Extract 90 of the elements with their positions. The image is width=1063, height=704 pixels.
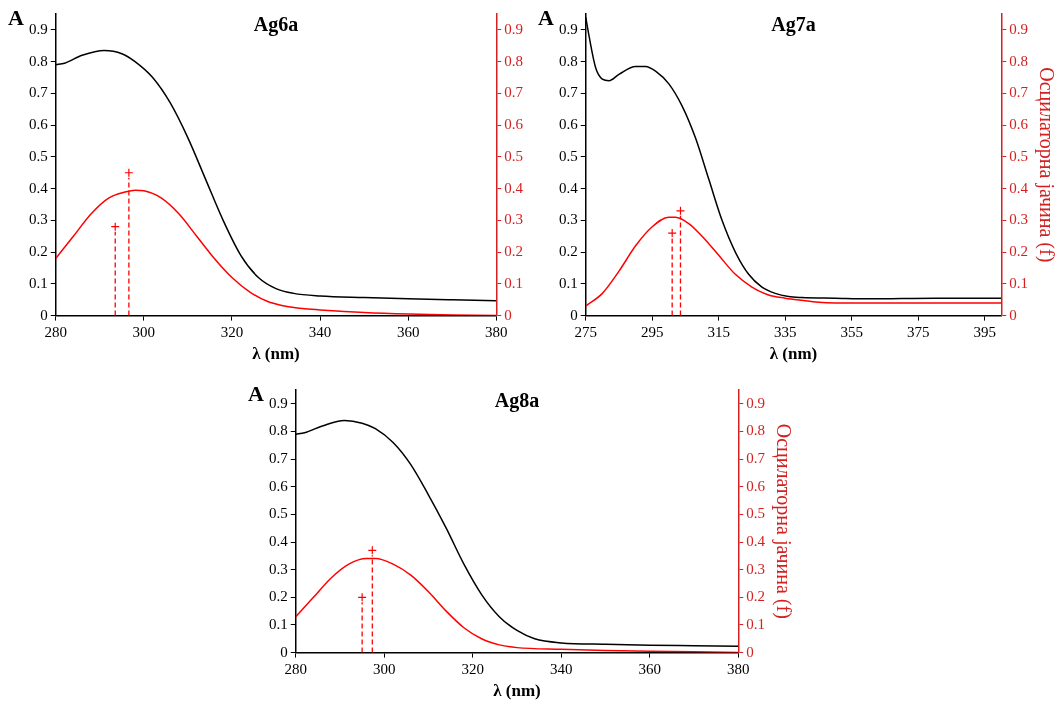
y2-tick-label: 0.7 xyxy=(504,84,524,101)
x-tick-label: 300 xyxy=(373,660,396,677)
x-tick-label: 360 xyxy=(638,660,661,677)
y2-tick-label: 0 xyxy=(746,643,754,660)
x-tick-label: 360 xyxy=(396,323,420,340)
y-tick-label: 0.1 xyxy=(29,274,48,291)
y-tick-label: 0.8 xyxy=(29,52,48,69)
y-tick-label: 0.7 xyxy=(269,450,289,467)
y2-tick-label: 0.1 xyxy=(504,274,523,291)
chart-title: Ag6a xyxy=(253,13,299,37)
chart-title: Ag7a xyxy=(771,13,816,37)
y2-tick-label: 0.5 xyxy=(504,147,523,164)
y2-tick-label: 0.6 xyxy=(1009,116,1029,133)
y-tick-label: 0.4 xyxy=(29,179,49,196)
y2-tick-label: 0.3 xyxy=(1009,211,1028,228)
x-tick-label: 295 xyxy=(640,323,664,340)
y2-tick-label: 0.2 xyxy=(504,243,523,260)
x-tick-label: 300 xyxy=(132,323,156,340)
y-tick-label: 0.9 xyxy=(269,394,288,411)
y-tick-label: 0.6 xyxy=(29,116,49,133)
y2-tick-label: 0.6 xyxy=(504,116,524,133)
y-tick-label: 0.8 xyxy=(269,422,288,439)
y2-tick-label: 0.2 xyxy=(746,588,765,605)
x-tick-label: 380 xyxy=(485,323,508,340)
y2-tick-label: 0 xyxy=(504,306,512,323)
y-tick-label: 0.3 xyxy=(29,211,48,228)
y2-tick-label: 0.3 xyxy=(504,211,523,228)
y-axis-title: A xyxy=(8,4,24,30)
x-tick-label: 395 xyxy=(973,323,996,340)
x-tick-label: 340 xyxy=(550,660,573,677)
y2-tick-label: 0.2 xyxy=(1009,243,1028,260)
y-tick-label: 0.7 xyxy=(559,84,579,101)
y2-axis-title: Осцилаторна јачина (f) xyxy=(771,423,795,619)
y2-tick-label: 0.9 xyxy=(746,394,765,411)
y2-tick-label: 0.9 xyxy=(504,20,523,37)
y-axis-title: A xyxy=(248,380,264,406)
y-tick-label: 0 xyxy=(570,306,578,323)
y2-tick-label: 0.8 xyxy=(1009,52,1028,69)
y-tick-label: 0 xyxy=(280,643,288,660)
x-tick-label: 280 xyxy=(284,660,307,677)
y-tick-label: 0.6 xyxy=(269,477,289,494)
y-tick-label: 0.9 xyxy=(559,20,578,37)
x-tick-label: 280 xyxy=(44,323,67,340)
y2-tick-label: 0.1 xyxy=(746,615,765,632)
x-axis-title: λ (nm) xyxy=(769,344,818,364)
y-tick-label: 0.1 xyxy=(559,274,578,291)
y2-tick-label: 0.7 xyxy=(1009,84,1029,101)
y-tick-label: 0.7 xyxy=(29,84,49,101)
y2-tick-label: 0.3 xyxy=(746,560,765,577)
y-tick-label: 0.2 xyxy=(269,588,288,605)
y-tick-label: 0.5 xyxy=(559,147,578,164)
x-tick-label: 315 xyxy=(707,323,730,340)
y2-tick-label: 0.7 xyxy=(746,450,766,467)
chart-title: Ag8a xyxy=(494,389,540,413)
y-tick-label: 0.4 xyxy=(559,179,579,196)
y-tick-label: 0.2 xyxy=(559,243,578,260)
y2-tick-label: 0.4 xyxy=(1009,179,1029,196)
x-tick-label: 320 xyxy=(461,660,484,677)
y-tick-label: 0.1 xyxy=(269,615,288,632)
y-tick-label: 0.4 xyxy=(269,532,289,549)
x-tick-label: 355 xyxy=(840,323,863,340)
y2-tick-label: 0.8 xyxy=(504,52,523,69)
y2-tick-label: 0.6 xyxy=(746,477,766,494)
y2-tick-label: 0.1 xyxy=(1009,274,1028,291)
y-axis-title: A xyxy=(538,4,554,30)
y2-tick-label: 0.4 xyxy=(504,179,524,196)
x-axis-title: λ (nm) xyxy=(493,681,541,701)
y-tick-label: 0.9 xyxy=(29,20,48,37)
y2-tick-label: 0.5 xyxy=(1009,147,1028,164)
y2-tick-label: 0.8 xyxy=(746,422,765,439)
y2-tick-label: 0.9 xyxy=(1009,20,1028,37)
y-tick-label: 0 xyxy=(40,306,48,323)
x-tick-label: 275 xyxy=(574,323,597,340)
y-tick-label: 0.5 xyxy=(29,147,48,164)
y2-tick-label: 0 xyxy=(1009,306,1017,323)
x-tick-label: 340 xyxy=(308,323,332,340)
x-tick-label: 375 xyxy=(906,323,930,340)
y2-tick-label: 0.4 xyxy=(746,532,766,549)
y-tick-label: 0.3 xyxy=(269,560,288,577)
y-tick-label: 0.6 xyxy=(559,116,579,133)
x-tick-label: 335 xyxy=(773,323,797,340)
x-tick-label: 380 xyxy=(727,660,750,677)
y-tick-label: 0.3 xyxy=(559,211,578,228)
x-axis-title: λ (nm) xyxy=(252,344,300,364)
x-tick-label: 320 xyxy=(220,323,244,340)
y-tick-label: 0.8 xyxy=(559,52,578,69)
y-tick-label: 0.5 xyxy=(269,505,288,522)
y2-axis-title: Осцилаторна јачина (f) xyxy=(1034,67,1058,263)
y-tick-label: 0.2 xyxy=(29,243,48,260)
y2-tick-label: 0.5 xyxy=(746,505,765,522)
